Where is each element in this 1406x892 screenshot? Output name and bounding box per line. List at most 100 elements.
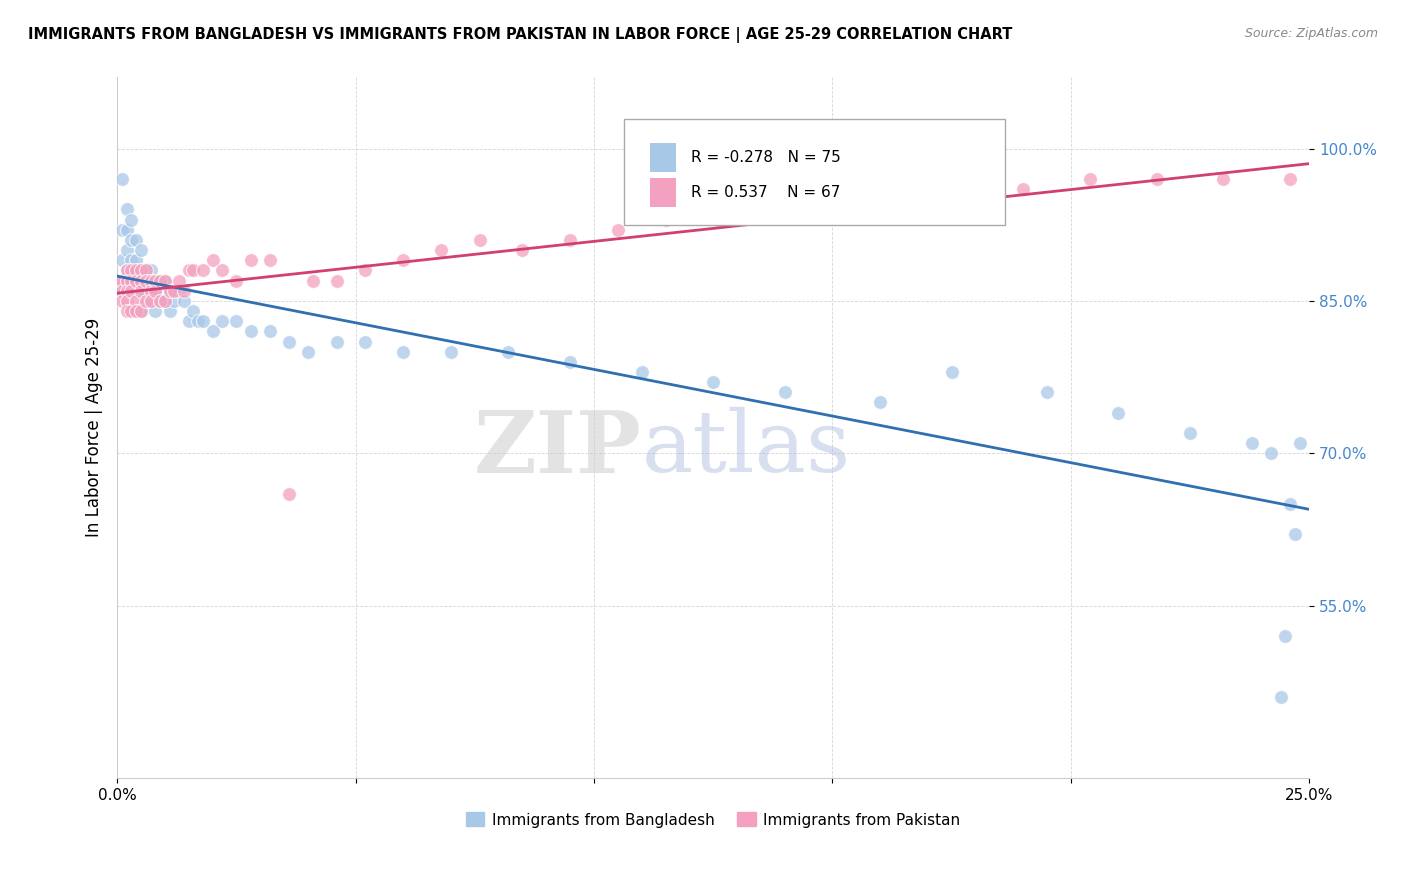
- Point: [159, 284, 181, 298]
- Point: [115, 223, 138, 237]
- Point: [125, 284, 148, 298]
- Point: [941, 365, 963, 379]
- Legend: Immigrants from Bangladesh, Immigrants from Pakistan: Immigrants from Bangladesh, Immigrants f…: [460, 806, 967, 834]
- Point: [239, 253, 262, 268]
- Point: [153, 274, 176, 288]
- Point: [135, 293, 157, 308]
- Point: [163, 293, 186, 308]
- Bar: [650, 143, 676, 172]
- Point: [111, 293, 134, 308]
- Point: [149, 293, 172, 308]
- Point: [139, 274, 162, 288]
- Point: [173, 284, 195, 298]
- Point: [135, 263, 157, 277]
- Point: [392, 253, 415, 268]
- Text: R = 0.537    N = 67: R = 0.537 N = 67: [690, 185, 839, 200]
- Point: [440, 344, 463, 359]
- Point: [1322, 161, 1344, 176]
- Point: [115, 263, 138, 277]
- Text: Source: ZipAtlas.com: Source: ZipAtlas.com: [1244, 27, 1378, 40]
- Point: [111, 172, 134, 186]
- Point: [163, 284, 186, 298]
- Point: [129, 284, 152, 298]
- Point: [1240, 436, 1263, 450]
- Point: [167, 274, 190, 288]
- Point: [149, 293, 172, 308]
- Point: [125, 304, 148, 318]
- Point: [125, 304, 148, 318]
- Point: [125, 274, 148, 288]
- Point: [115, 202, 138, 217]
- Point: [1274, 629, 1296, 643]
- Point: [153, 293, 176, 308]
- Point: [125, 274, 148, 288]
- Point: [177, 314, 200, 328]
- Point: [763, 202, 786, 217]
- Point: [1279, 497, 1302, 511]
- Point: [183, 263, 205, 277]
- Point: [121, 304, 143, 318]
- Point: [1108, 406, 1130, 420]
- Point: [125, 263, 148, 277]
- Point: [143, 284, 166, 298]
- Point: [821, 192, 844, 206]
- Point: [191, 263, 214, 277]
- Point: [149, 274, 172, 288]
- Text: ZIP: ZIP: [474, 407, 641, 491]
- Point: [707, 212, 730, 227]
- Point: [135, 274, 157, 288]
- Point: [1260, 446, 1282, 460]
- Point: [1212, 172, 1234, 186]
- Point: [259, 253, 281, 268]
- Point: [115, 304, 138, 318]
- Point: [430, 243, 453, 257]
- Text: R = -0.278   N = 75: R = -0.278 N = 75: [690, 150, 841, 165]
- Point: [139, 263, 162, 277]
- Point: [187, 314, 209, 328]
- Point: [392, 344, 415, 359]
- Point: [129, 263, 152, 277]
- Point: [167, 284, 190, 298]
- Point: [125, 293, 148, 308]
- Point: [560, 233, 582, 247]
- Point: [654, 212, 676, 227]
- Point: [135, 274, 157, 288]
- Point: [177, 263, 200, 277]
- Point: [111, 284, 134, 298]
- Point: [129, 304, 152, 318]
- Point: [630, 365, 652, 379]
- Point: [211, 314, 233, 328]
- Point: [354, 334, 377, 349]
- Point: [1036, 385, 1059, 400]
- Text: atlas: atlas: [641, 408, 851, 491]
- Point: [129, 243, 152, 257]
- Point: [149, 274, 172, 288]
- Point: [1012, 182, 1035, 196]
- Point: [512, 243, 534, 257]
- Point: [125, 233, 148, 247]
- Point: [153, 293, 176, 308]
- Point: [496, 344, 519, 359]
- Point: [121, 263, 143, 277]
- Point: [129, 274, 152, 288]
- Point: [773, 385, 796, 400]
- Point: [121, 253, 143, 268]
- Point: [560, 355, 582, 369]
- Point: [111, 274, 134, 288]
- Point: [354, 263, 377, 277]
- Point: [139, 284, 162, 298]
- Point: [115, 274, 138, 288]
- Point: [111, 274, 134, 288]
- Point: [606, 223, 628, 237]
- Point: [111, 253, 134, 268]
- Point: [1078, 172, 1101, 186]
- Point: [121, 304, 143, 318]
- Point: [1279, 172, 1302, 186]
- Point: [1270, 690, 1292, 704]
- Point: [159, 304, 181, 318]
- Point: [143, 274, 166, 288]
- Point: [325, 334, 347, 349]
- Point: [143, 284, 166, 298]
- Point: [301, 274, 323, 288]
- Point: [883, 202, 905, 217]
